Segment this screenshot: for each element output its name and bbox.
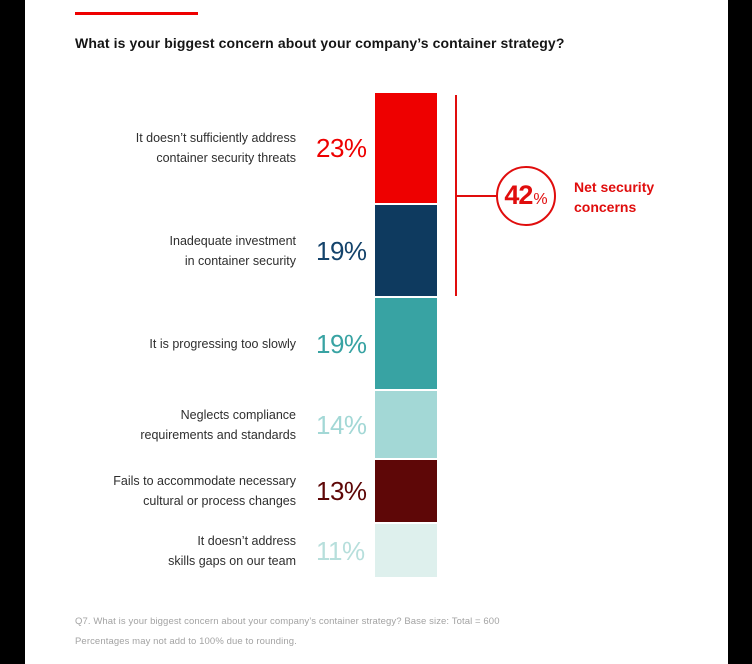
bar-segment bbox=[375, 93, 437, 203]
percent-label: 19% bbox=[316, 328, 367, 359]
percent-label: 23% bbox=[316, 133, 367, 163]
net-bracket-tick bbox=[456, 194, 497, 197]
net-percent-value: 42 % bbox=[504, 180, 548, 210]
category-label: It doesn’t address skills gaps on our te… bbox=[168, 533, 296, 568]
page-title: What is your biggest concern about your … bbox=[75, 35, 565, 51]
category-label: Fails to accommodate necessary cultural … bbox=[113, 474, 296, 508]
percent-label: 19% bbox=[316, 235, 367, 266]
bar-segment bbox=[375, 524, 437, 577]
percent-label: 14% bbox=[316, 409, 367, 440]
bar-segment bbox=[375, 460, 437, 522]
category-label: It is progressing too slowly bbox=[149, 336, 296, 351]
net-label: Net security concerns bbox=[574, 178, 655, 215]
left-black-band bbox=[0, 0, 25, 664]
category-label: Inadequate investment in container secur… bbox=[169, 233, 296, 268]
stacked-bar-column bbox=[375, 93, 437, 579]
bar-segment bbox=[375, 298, 437, 389]
footnote-line-1: Q7. What is your biggest concern about y… bbox=[75, 616, 500, 627]
bar-segment bbox=[375, 391, 437, 458]
category-label: It doesn’t sufficiently address containe… bbox=[135, 131, 296, 165]
footnote-line-2: Percentages may not add to 100% due to r… bbox=[75, 636, 297, 647]
right-black-band bbox=[728, 0, 752, 664]
percent-label: 13% bbox=[316, 476, 367, 506]
bar-segment bbox=[375, 205, 437, 296]
category-label: Neglects compliance requirements and sta… bbox=[140, 407, 296, 442]
net-percent-circle: 42 % bbox=[496, 165, 556, 226]
title-accent-line bbox=[75, 12, 198, 15]
percent-label: 11% bbox=[316, 535, 365, 566]
